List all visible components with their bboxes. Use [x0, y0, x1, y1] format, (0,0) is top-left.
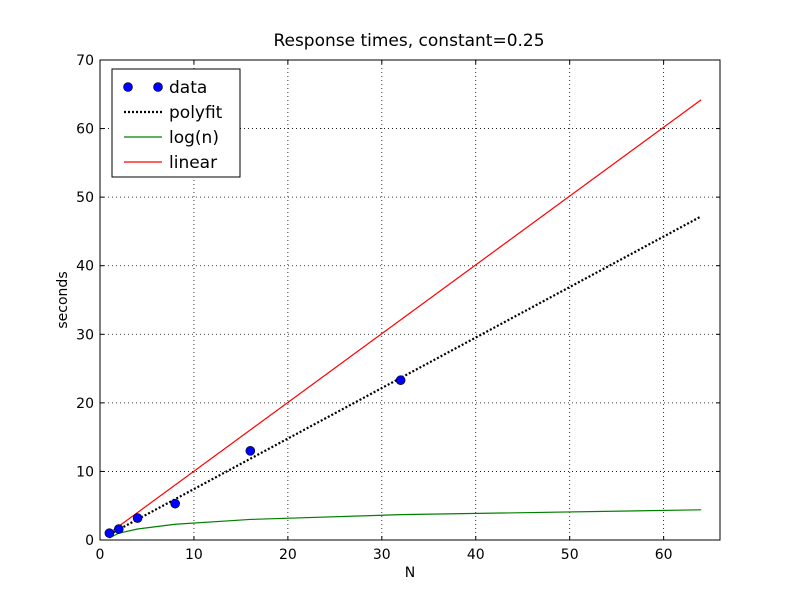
legend-marker-data [123, 82, 133, 92]
legend-label-log-n: log(n) [169, 128, 219, 148]
y-tick-label: 70 [76, 53, 94, 69]
data-point-data [395, 375, 406, 386]
legend: data polyfit log(n) linear [111, 68, 241, 178]
data-point-data [113, 524, 124, 534]
y-tick-label: 50 [76, 190, 94, 206]
data-point-data [245, 446, 256, 456]
plot-frame [99, 59, 721, 541]
y-tick-label: 40 [76, 259, 94, 275]
x-tick-label: 30 [373, 547, 391, 563]
y-tick-label: 60 [76, 122, 94, 138]
data-point-data [132, 513, 143, 523]
x-tick-label: 20 [279, 547, 297, 563]
x-tick-label: 40 [467, 547, 485, 563]
grid [100, 60, 720, 540]
legend-box [111, 68, 241, 178]
y-tick-label: 20 [76, 396, 94, 412]
axis-ticks: 0 10 20 30 40 50 60 0 10 20 30 40 50 60 70 [76, 53, 720, 563]
y-axis-label: seconds [55, 271, 71, 328]
x-tick-label: 0 [96, 547, 105, 563]
y-tick-label: 10 [76, 464, 94, 480]
legend-label-polyfit: polyfit [169, 103, 223, 123]
data-point-data [104, 528, 115, 538]
y-tick-label: 0 [85, 533, 94, 549]
data-point-data [170, 498, 180, 509]
plot-series [104, 99, 702, 539]
series-line-linear [109, 99, 702, 534]
legend-label-data: data [169, 78, 207, 98]
x-axis-label: N [405, 565, 415, 581]
legend-marker-data [153, 82, 163, 92]
x-tick-label: 10 [185, 547, 203, 563]
y-tick-label: 30 [76, 327, 94, 343]
x-tick-label: 60 [655, 547, 673, 563]
legend-label-linear: linear [169, 153, 217, 173]
chart-title: Response times, constant=0.25 [273, 31, 544, 51]
x-tick-label: 50 [561, 547, 579, 563]
